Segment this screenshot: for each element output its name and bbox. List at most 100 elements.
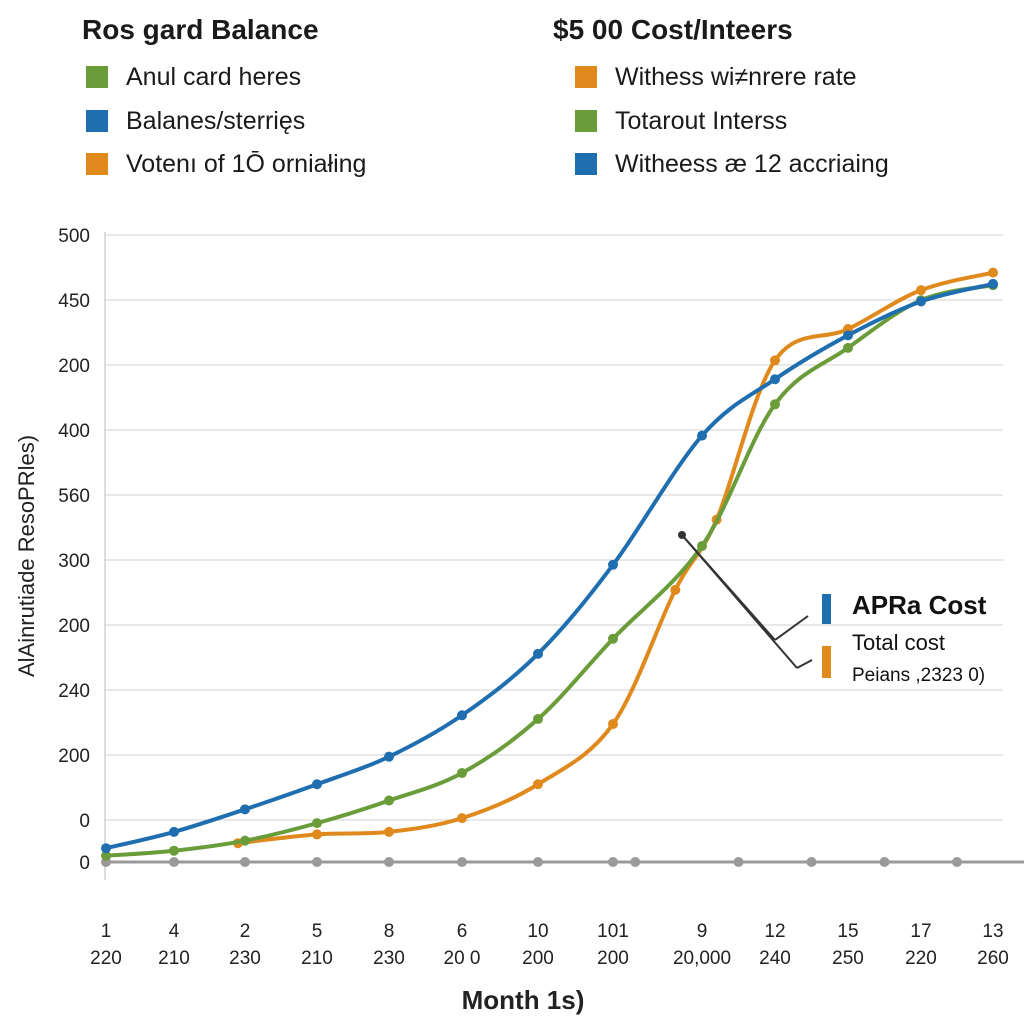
callout-leader-line: [774, 615, 809, 641]
annotation-title: APRa Cost: [852, 590, 987, 620]
data-point: [770, 355, 780, 366]
data-point: [240, 804, 250, 815]
y-tick-label: 240: [58, 681, 90, 702]
x-tick-label-secondary: 20 0: [444, 948, 481, 969]
series-line: [104, 281, 995, 851]
data-point: [843, 342, 853, 353]
y-tick-label: 0: [79, 811, 90, 832]
data-point: [670, 584, 681, 595]
legend-swatch: [86, 66, 108, 88]
data-point: [608, 719, 618, 730]
legend-label: Votenı of 1Ō orniałing: [126, 149, 367, 178]
data-point: [697, 540, 707, 551]
annotation-subtitle: Total cost: [852, 630, 945, 655]
x-tick-label-secondary: 230: [373, 948, 405, 969]
data-point: [608, 633, 618, 644]
data-point: [384, 795, 394, 806]
x-tick-label: 5: [312, 921, 323, 942]
x-tick-label: 101: [597, 921, 629, 942]
data-point: [312, 857, 322, 867]
data-point: [770, 374, 780, 385]
data-point: [608, 857, 618, 867]
series-line: [235, 270, 995, 846]
x-tick-label: 4: [169, 921, 180, 942]
data-point: [608, 559, 618, 570]
y-tick-label: 500: [58, 226, 90, 247]
y-tick-label: 200: [58, 616, 90, 637]
chart-title-left: Ros ɡard Balance: [82, 14, 319, 45]
y-tick-label: 0: [79, 853, 90, 874]
data-point: [988, 278, 998, 289]
data-point: [697, 430, 707, 441]
data-point: [630, 857, 641, 867]
legend-item-right-1: Withess wi≠nrere rate: [575, 61, 857, 93]
annotation-note: Peians ,2323 0): [852, 665, 985, 686]
callout-anchor-dot: [678, 531, 686, 539]
data-point: [770, 399, 780, 410]
x-axis-label: Month 1s): [462, 985, 585, 1015]
data-point: [733, 857, 744, 867]
data-point: [240, 835, 250, 846]
grid-layer: [105, 234, 1003, 863]
data-point: [312, 829, 322, 840]
data-point: [312, 818, 322, 829]
legend-swatch: [575, 66, 597, 88]
legend-item-right-2: Totarout Interss: [575, 105, 787, 137]
annotation-orange-bar: [822, 646, 831, 678]
data-point: [988, 267, 998, 278]
x-tick-label-secondary: 220: [905, 948, 937, 969]
legend-label: Anul card heres: [126, 62, 302, 91]
x-tick-label: 9: [697, 921, 708, 942]
legend-item-right-3: Witheess æ 12 accriaing: [575, 148, 889, 180]
y-tick-label: 450: [58, 291, 90, 312]
legend-swatch: [86, 153, 108, 175]
legend-item-left-2: Balanes/sterrięs: [86, 105, 305, 137]
x-tick-label-secondary: 200: [522, 948, 554, 969]
data-point: [533, 857, 543, 867]
y-tick-label: 400: [58, 421, 90, 442]
x-tick-label: 1: [101, 921, 112, 942]
data-point: [101, 843, 111, 854]
x-tick-label: 8: [384, 921, 395, 942]
data-point: [533, 779, 543, 790]
data-point: [916, 296, 926, 307]
data-point: [533, 648, 543, 659]
annotation-callout: APRa Cost Total cost Peians ,2323 0): [678, 531, 987, 686]
legend-label: Totarout Interss: [615, 106, 788, 135]
data-point: [101, 850, 111, 861]
label-layer: 500 450 200 400 560 300 200 240 200 0 0 1 4 2 5 8 6 10 101…: [58, 226, 1009, 969]
y-tick-label: 300: [58, 551, 90, 572]
legend-item-left-3: Votenı of 1Ō orniałing: [86, 148, 366, 180]
legend-swatch: [575, 153, 597, 175]
data-point: [533, 714, 543, 725]
data-point: [457, 710, 467, 721]
series-layer: [101, 267, 1024, 867]
data-point: [169, 857, 179, 867]
chart-title-right: $5 00 Cost/Inteers: [553, 14, 793, 45]
annotation-blue-bar: [822, 594, 831, 624]
legend-swatch: [86, 110, 108, 132]
x-tick-label-secondary: 220: [90, 948, 122, 969]
x-tick-label: 10: [527, 921, 548, 942]
y-tick-label: 200: [58, 746, 90, 767]
data-point: [169, 826, 179, 837]
y-tick-label: 560: [58, 486, 90, 507]
x-tick-label-secondary: 200: [597, 948, 629, 969]
x-tick-label: 2: [240, 921, 251, 942]
x-tick-label-secondary: 230: [229, 948, 261, 969]
callout-leader-line: [681, 534, 798, 669]
x-tick-label: 6: [457, 921, 468, 942]
data-point: [384, 857, 394, 867]
x-tick-label-secondary: 210: [301, 948, 333, 969]
legend-label: Withess wi≠nrere rate: [615, 62, 857, 91]
x-tick-label: 15: [837, 921, 858, 942]
x-tick-label: 12: [764, 921, 785, 942]
data-point: [879, 857, 890, 867]
x-tick-label-secondary: 20,000: [673, 948, 731, 969]
data-point: [916, 285, 926, 296]
data-point: [843, 330, 853, 341]
data-point: [457, 767, 467, 778]
legend-item-left-1: Anul card heres: [86, 61, 301, 93]
x-tick-label: 13: [982, 921, 1003, 942]
